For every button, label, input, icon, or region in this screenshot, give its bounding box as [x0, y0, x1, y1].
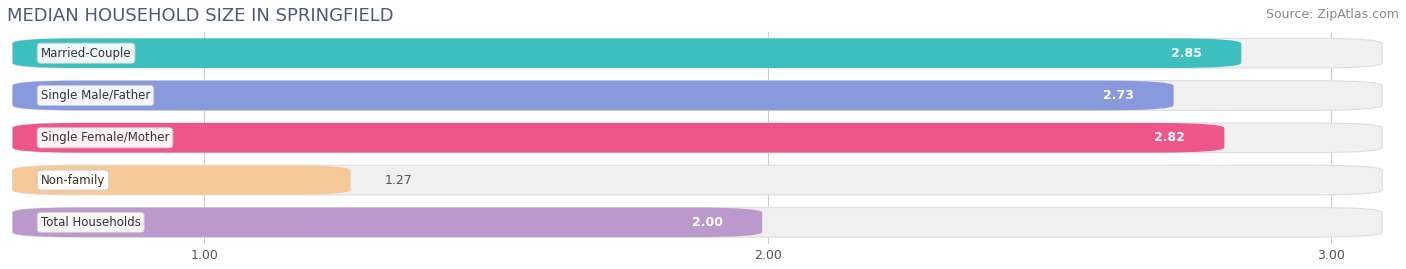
- Text: MEDIAN HOUSEHOLD SIZE IN SPRINGFIELD: MEDIAN HOUSEHOLD SIZE IN SPRINGFIELD: [7, 7, 394, 25]
- FancyBboxPatch shape: [13, 123, 1225, 153]
- Text: 2.00: 2.00: [692, 216, 723, 229]
- Text: Non-family: Non-family: [41, 174, 105, 187]
- Text: Total Households: Total Households: [41, 216, 141, 229]
- Text: Single Male/Father: Single Male/Father: [41, 89, 150, 102]
- FancyBboxPatch shape: [13, 165, 1382, 195]
- Text: 2.73: 2.73: [1104, 89, 1135, 102]
- FancyBboxPatch shape: [13, 38, 1382, 68]
- FancyBboxPatch shape: [13, 38, 1241, 68]
- Text: Married-Couple: Married-Couple: [41, 47, 131, 60]
- Text: Source: ZipAtlas.com: Source: ZipAtlas.com: [1265, 8, 1399, 21]
- FancyBboxPatch shape: [13, 81, 1382, 110]
- Text: 2.85: 2.85: [1171, 47, 1202, 60]
- FancyBboxPatch shape: [13, 208, 762, 237]
- FancyBboxPatch shape: [13, 165, 350, 195]
- FancyBboxPatch shape: [13, 81, 1174, 110]
- Text: Single Female/Mother: Single Female/Mother: [41, 131, 169, 144]
- Text: 2.82: 2.82: [1154, 131, 1185, 144]
- FancyBboxPatch shape: [13, 208, 1382, 237]
- FancyBboxPatch shape: [13, 123, 1382, 153]
- Text: 1.27: 1.27: [385, 174, 412, 187]
